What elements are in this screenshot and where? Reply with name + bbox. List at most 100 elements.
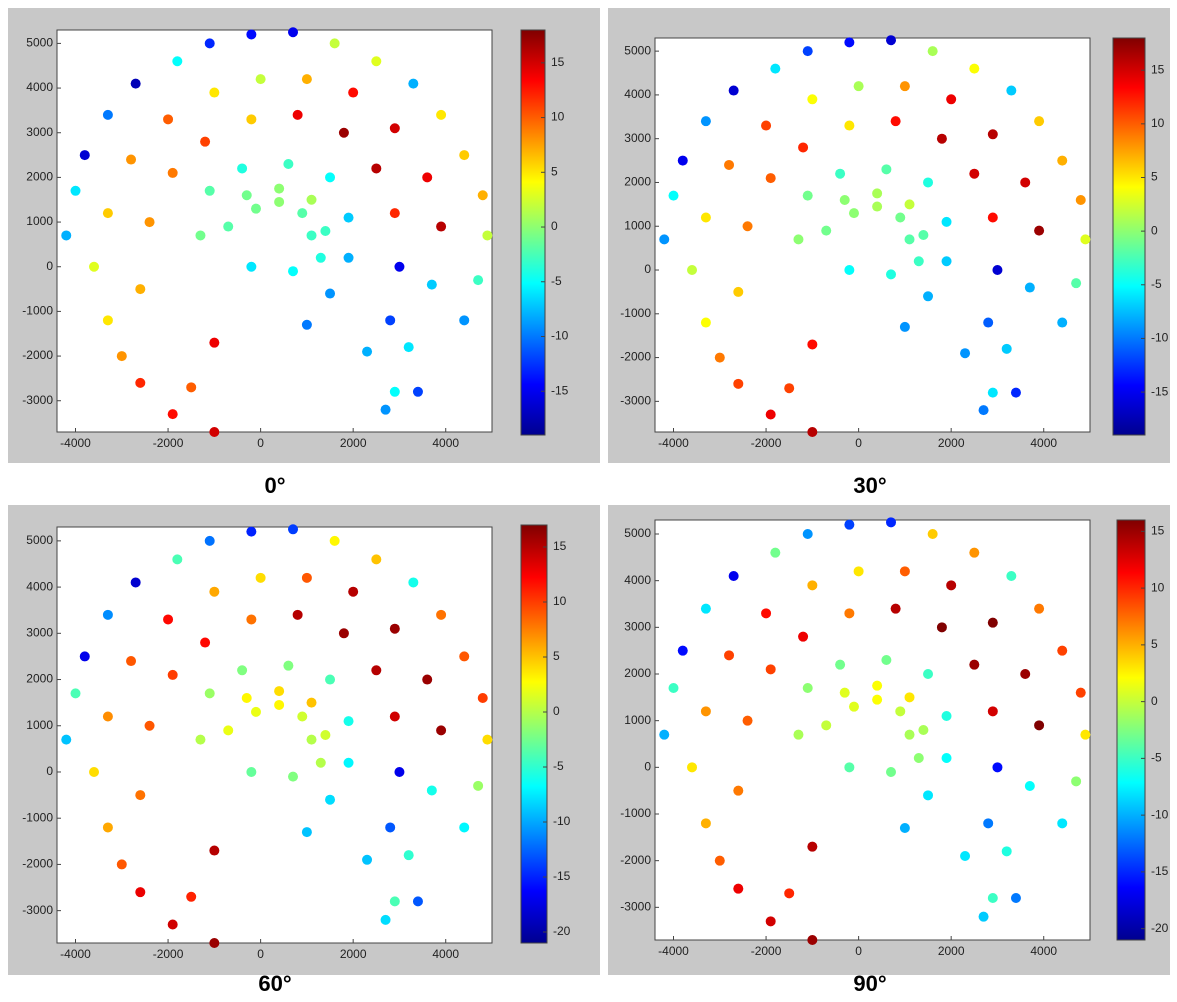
point <box>389 623 400 634</box>
point <box>853 566 864 577</box>
point <box>728 571 739 581</box>
colorbar <box>1116 519 1146 941</box>
point <box>960 348 971 359</box>
point <box>394 766 405 777</box>
y-tick-label: 5000 <box>26 533 53 547</box>
point <box>784 383 795 394</box>
point <box>844 37 855 48</box>
point <box>237 163 248 174</box>
point <box>821 225 832 236</box>
point <box>899 823 910 833</box>
point <box>209 87 220 98</box>
plot-area <box>654 37 1091 433</box>
point <box>343 252 354 263</box>
point <box>144 217 155 228</box>
point <box>371 554 382 565</box>
point <box>890 603 901 614</box>
point <box>130 78 141 89</box>
plot-area <box>56 526 493 944</box>
point <box>306 734 317 745</box>
point <box>459 315 470 326</box>
point <box>913 256 924 267</box>
point <box>1057 818 1068 829</box>
point <box>918 725 929 735</box>
point <box>904 234 915 245</box>
point <box>770 547 781 558</box>
point <box>237 665 248 676</box>
point <box>135 377 146 388</box>
point <box>839 687 850 698</box>
point <box>297 711 308 722</box>
x-tick-label: -2000 <box>153 947 184 961</box>
point <box>246 114 257 125</box>
point <box>700 116 711 127</box>
point <box>987 129 998 140</box>
point <box>839 194 850 205</box>
y-tick-label: 2000 <box>26 170 53 184</box>
point <box>288 266 299 277</box>
point <box>904 199 915 210</box>
colorbar-tick-label: -10 <box>553 814 571 828</box>
colorbar-tick-label: -20 <box>1151 921 1169 935</box>
y-tick-label: 1000 <box>26 718 53 732</box>
y-tick-label: -1000 <box>620 806 651 820</box>
point <box>209 337 220 348</box>
point <box>992 762 1003 773</box>
point <box>872 680 883 691</box>
point <box>241 190 252 201</box>
point <box>802 46 813 57</box>
point <box>700 317 711 328</box>
x-tick-label: 2000 <box>938 944 965 958</box>
point <box>61 734 72 745</box>
colorbar-tick-label: -15 <box>553 869 571 883</box>
point <box>274 196 285 207</box>
point <box>163 614 174 625</box>
point <box>923 177 934 188</box>
point <box>274 183 285 194</box>
point <box>389 208 400 219</box>
point <box>426 785 437 796</box>
point <box>1001 846 1012 857</box>
point <box>325 794 336 805</box>
point <box>941 216 952 227</box>
point <box>904 729 915 740</box>
point <box>283 159 294 169</box>
point <box>195 230 206 241</box>
point <box>969 168 980 179</box>
point <box>987 212 998 223</box>
point <box>807 427 818 437</box>
point <box>1080 234 1091 245</box>
point <box>1010 387 1021 398</box>
point <box>288 771 299 782</box>
point <box>426 279 437 290</box>
point <box>742 715 753 726</box>
point <box>844 608 855 619</box>
point <box>798 142 809 153</box>
point <box>1071 278 1082 289</box>
point <box>835 168 846 179</box>
point <box>325 288 336 299</box>
point <box>714 855 725 866</box>
y-tick-label: -1000 <box>22 304 53 318</box>
point <box>70 185 81 196</box>
point <box>687 762 698 773</box>
y-tick-label: 0 <box>46 764 53 778</box>
point <box>348 586 359 597</box>
point <box>677 645 688 656</box>
colorbar-tick-label: -5 <box>551 274 562 288</box>
point <box>1075 194 1086 205</box>
point <box>70 688 81 699</box>
y-tick-label: 2000 <box>624 175 651 189</box>
point <box>668 683 679 693</box>
point <box>204 535 215 546</box>
point <box>1034 720 1045 731</box>
point <box>325 674 336 685</box>
point <box>255 74 266 85</box>
point <box>923 291 934 302</box>
point <box>89 766 100 777</box>
point <box>436 725 447 736</box>
point <box>761 120 772 131</box>
point <box>807 94 818 105</box>
point <box>1006 85 1017 96</box>
